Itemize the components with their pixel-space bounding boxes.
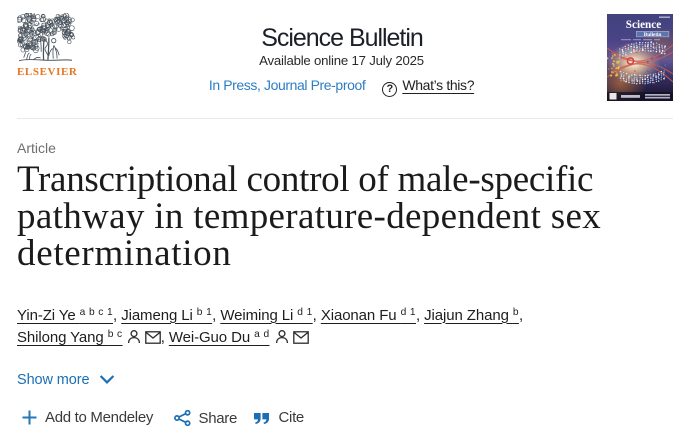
svg-text:Science: Science (626, 19, 661, 31)
svg-text:Bulletin: Bulletin (644, 32, 662, 38)
